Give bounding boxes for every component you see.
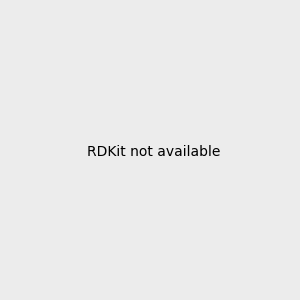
Text: RDKit not available: RDKit not available — [87, 145, 220, 158]
